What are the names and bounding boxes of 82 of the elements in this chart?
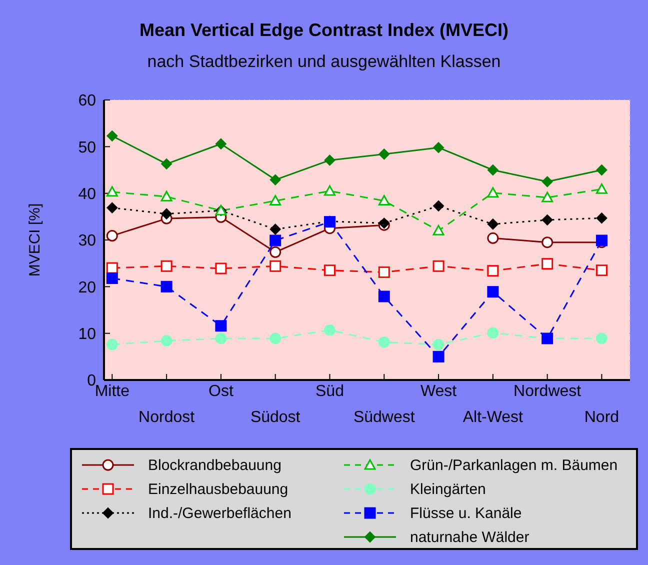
x-tick-label: Mitte — [94, 383, 130, 400]
point — [487, 265, 499, 277]
x-tick-label: Alt-West — [462, 409, 524, 426]
x-tick-label: Süd — [316, 383, 344, 400]
point — [215, 320, 227, 332]
point — [596, 164, 608, 176]
y-axis-title: MVECI [%] — [26, 203, 44, 277]
y-tick-label: 50 — [78, 139, 96, 156]
point — [106, 230, 118, 242]
point — [270, 260, 282, 272]
point — [324, 154, 336, 166]
point — [378, 336, 390, 348]
point — [596, 212, 608, 224]
y-tick-label: 40 — [78, 186, 96, 204]
x-tick-label: West — [420, 383, 458, 400]
point — [270, 332, 282, 344]
point — [378, 195, 390, 206]
point — [378, 266, 390, 278]
point — [106, 272, 118, 284]
point — [106, 186, 118, 197]
point — [432, 260, 444, 272]
legend-label: Grün-/Parkanlagen m. Bäumen — [410, 456, 618, 474]
point — [542, 236, 554, 248]
x-tick-label: Südwest — [353, 409, 416, 426]
point — [542, 258, 554, 270]
point — [324, 264, 336, 276]
y-tick-label: 30 — [78, 232, 96, 250]
point — [161, 208, 172, 220]
y-tick-label: 20 — [78, 279, 96, 296]
legend-label: Kleingärten — [410, 480, 486, 498]
point — [542, 192, 554, 202]
point — [487, 187, 499, 198]
point — [270, 174, 281, 186]
point — [215, 332, 227, 344]
point — [487, 286, 499, 298]
x-tick-label: Südost — [250, 409, 301, 426]
x-tick-label: Nordost — [138, 409, 196, 426]
point — [160, 280, 172, 292]
legend-label: Flüsse u. Kanäle — [410, 504, 522, 522]
point — [160, 190, 172, 202]
point — [432, 224, 444, 236]
point — [270, 246, 282, 258]
point — [270, 234, 282, 246]
point — [378, 148, 390, 160]
point — [487, 218, 498, 230]
x-tick-label: Nord — [584, 409, 620, 426]
point — [487, 327, 499, 339]
point — [542, 214, 553, 226]
y-tick-label: 0 — [87, 372, 96, 390]
point — [106, 338, 118, 350]
chart-subtitle: nach Stadtbezirken und ausgewählten Klassen — [146, 52, 502, 72]
legend-label: naturnahe Wälder — [410, 528, 530, 546]
x-tick-label: Ost — [208, 383, 234, 400]
point — [161, 158, 172, 170]
point — [160, 335, 172, 347]
point — [324, 324, 336, 336]
point — [432, 338, 444, 350]
point — [106, 202, 118, 214]
point — [433, 142, 444, 154]
point — [215, 262, 227, 274]
point — [270, 224, 281, 235]
point — [433, 200, 444, 212]
legend-label: Einzelhausbebauung — [148, 480, 288, 498]
legend-label: Ind.-/Gewerbeflächen — [148, 504, 292, 522]
point — [542, 176, 553, 188]
point — [324, 185, 336, 196]
point — [215, 138, 226, 150]
point — [160, 260, 172, 272]
x-tick-label: Nordwest — [514, 383, 582, 400]
point — [432, 350, 444, 362]
point — [270, 195, 282, 206]
point — [487, 232, 499, 244]
y-tick-label: 60 — [78, 92, 96, 110]
legend-label: Blockrandbebauung — [148, 456, 282, 474]
point — [596, 332, 608, 344]
point — [596, 183, 608, 194]
point — [378, 290, 390, 302]
point — [596, 264, 608, 276]
chart-title: Mean Vertical Edge Contrast Index (MVECI) — [138, 20, 510, 41]
y-tick-label: 10 — [78, 326, 96, 344]
point — [106, 130, 118, 142]
point — [487, 164, 498, 176]
